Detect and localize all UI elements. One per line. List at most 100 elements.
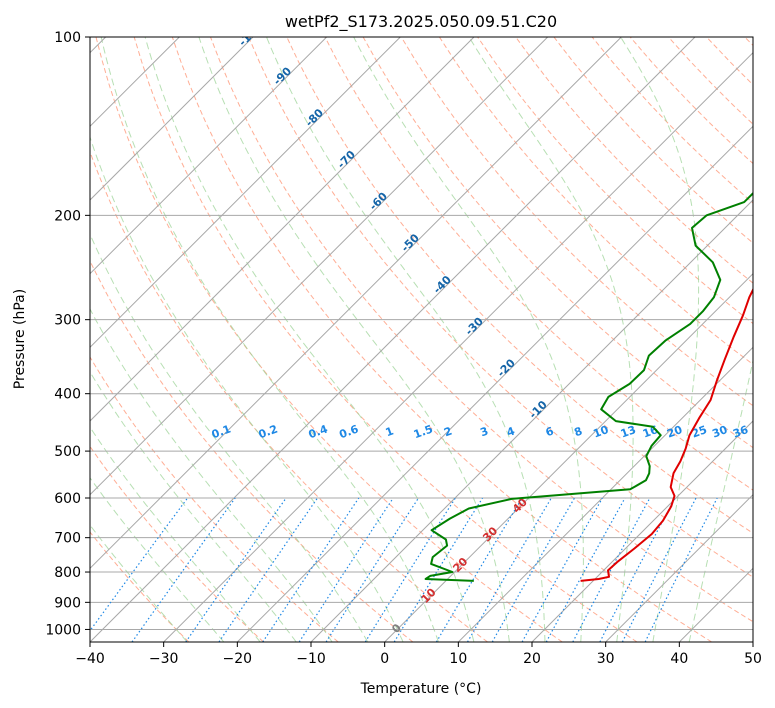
dewpoint-line (424, 191, 753, 582)
isotherm-label: -80 (303, 106, 326, 129)
plot-area: 0.1 0.2 0.4 0.6 1 1.5 2 3 4 6 8 10 13 16 20 25 30 3601020… (90, 20, 753, 642)
mixing-ratio-label: 10 (592, 423, 611, 441)
y-tick-label: 600 (54, 491, 81, 507)
moist-adiabat-line (90, 426, 261, 642)
moist-adiabat-line (688, 358, 753, 642)
isotherm-line (90, 37, 696, 642)
moist-adiabat-line (90, 370, 297, 642)
dry-adiabat-label: 30 (480, 524, 500, 544)
moist-adiabat-line (198, 37, 510, 642)
isotherm-line (678, 567, 753, 642)
moist-adiabat-line (353, 37, 584, 642)
dry-adiabat-line (400, 37, 753, 407)
dry-adiabat-line (210, 37, 753, 623)
y-tick-label: 400 (54, 387, 81, 403)
isotherm-label: -60 (367, 189, 390, 212)
isotherm-line (90, 37, 622, 570)
dry-adiabat-line (90, 150, 488, 642)
x-tick-label: −40 (75, 651, 105, 667)
mixing-ratio-label: 16 (641, 423, 660, 441)
isotherm-line (457, 346, 753, 642)
isotherm-label: -100 (236, 20, 265, 49)
profile-lines (424, 191, 753, 582)
x-tick-label: 20 (523, 651, 541, 667)
mixing-ratio-label: 3 (478, 424, 490, 439)
mixing-ratio-label: 25 (690, 423, 709, 440)
y-tick-label: 100 (54, 30, 81, 46)
dry-adiabat-line (591, 37, 753, 204)
isotherm-line (90, 37, 254, 201)
mixing-ratio-label: 1 (384, 424, 396, 439)
dry-adiabat-line (248, 37, 753, 578)
isotherm-label: -10 (527, 398, 550, 421)
temperature-line (580, 287, 753, 582)
dry-adiabat-line (90, 259, 414, 642)
isotherm-label: -20 (495, 356, 518, 379)
moist-adiabat-line (90, 135, 404, 642)
isotherm-line (384, 272, 753, 642)
dry-adiabat-line (362, 37, 753, 449)
mixing-ratio-label: 0.1 (210, 422, 233, 441)
x-tick-label: −30 (149, 651, 179, 667)
dry-adiabat-line (706, 37, 753, 86)
mixing-ratio-label: 8 (572, 424, 584, 439)
isotherm-line (163, 51, 753, 642)
isotherm-line (531, 420, 753, 642)
mixing-ratio-label: 30 (710, 423, 729, 441)
x-tick-label: 0 (380, 651, 389, 667)
mixing-ratio-line (435, 497, 523, 642)
axis-ticks: −40 −30 −20 −10 0 10 20 30 40 5010020030040050060… (45, 30, 762, 667)
dry-adiabat-line (324, 37, 753, 491)
isotherm-label: -90 (271, 64, 294, 87)
mixing-ratio-label: 0.6 (338, 422, 361, 441)
moist-adiabat-line (90, 476, 225, 642)
mixing-ratio-line (466, 497, 552, 642)
moist-adiabat-line (90, 308, 333, 642)
x-tick-label: 10 (449, 651, 467, 667)
dry-adiabat-line (171, 37, 712, 642)
moist-adiabat-line (90, 233, 369, 642)
dry-adiabat-label: 0 (389, 621, 404, 636)
dry-adiabat-line (90, 445, 264, 642)
mixing-ratio-label: 20 (665, 423, 684, 441)
dry-adiabat-line (95, 37, 563, 642)
moist-adiabat-line (90, 524, 188, 642)
line-labels: 0.1 0.2 0.4 0.6 1 1.5 2 3 4 6 8 10 13 16 20 25 30 3601020… (210, 20, 750, 636)
x-axis-label: Temperature (°C) (360, 681, 482, 697)
moist-adiabat-line (468, 37, 634, 642)
x-tick-label: 50 (744, 651, 762, 667)
y-tick-label: 200 (54, 208, 81, 224)
x-tick-label: 40 (670, 651, 688, 667)
y-tick-label: 1000 (45, 622, 81, 638)
chart-title: wetPf2_S173.2025.050.09.51.C20 (285, 12, 557, 32)
y-tick-label: 800 (54, 565, 81, 581)
mixing-ratio-line (621, 497, 697, 642)
isotherm-line (236, 125, 753, 642)
mixing-ratio-line (131, 497, 236, 642)
x-tick-label: −20 (223, 651, 253, 667)
mixing-ratio-line (262, 497, 360, 642)
mixing-ratio-label: 36 (731, 423, 750, 441)
mixing-ratio-label: 1.5 (412, 422, 435, 441)
y-tick-label: 500 (54, 444, 81, 460)
isotherm-line (752, 641, 753, 642)
isotherm-line (90, 37, 549, 496)
isotherm-line (90, 37, 475, 422)
dry-adiabat-line (133, 37, 638, 642)
mixing-ratio-label: 0.2 (257, 422, 280, 441)
dry-adiabat-line (90, 356, 339, 642)
background-lines (90, 37, 753, 642)
mixing-ratio-label: 0.4 (307, 422, 330, 441)
mixing-ratio-label: 6 (544, 424, 556, 439)
mixing-ratio-line (364, 497, 456, 642)
mixing-ratio-line (572, 497, 651, 642)
mixing-ratio-line (545, 497, 626, 642)
mixing-ratio-label: 2 (442, 424, 454, 439)
isotherm-label: -40 (431, 273, 454, 296)
dry-adiabat-line (515, 37, 753, 284)
dry-adiabat-line (744, 37, 753, 47)
dry-adiabat-line (553, 37, 753, 244)
y-tick-label: 300 (54, 313, 81, 329)
mixing-ratio-line (644, 497, 718, 642)
